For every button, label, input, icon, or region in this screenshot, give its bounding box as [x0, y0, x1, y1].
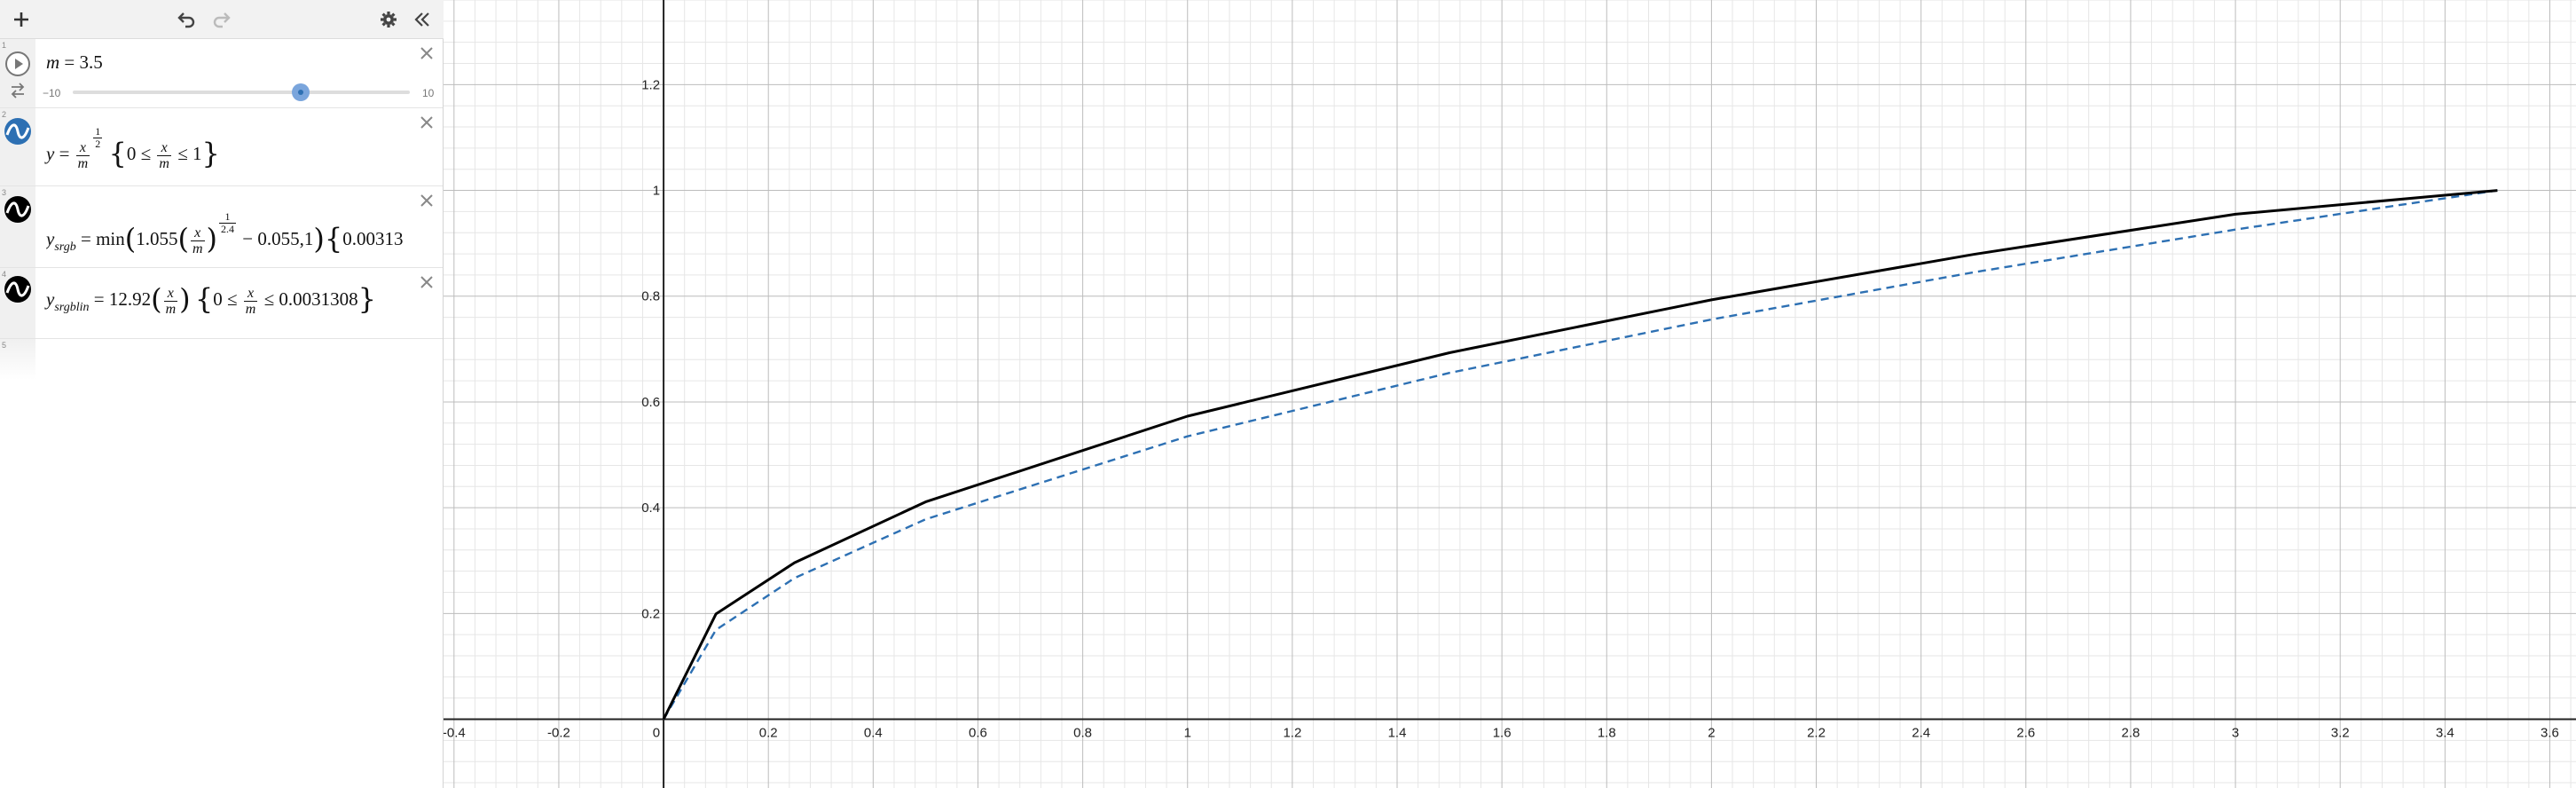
x-tick-label: 0.6 — [969, 726, 987, 741]
x-tick-label: 0.2 — [759, 726, 778, 741]
curve-series-2 — [662, 189, 2498, 721]
x-tick-label: -0.2 — [547, 726, 570, 741]
y-tick-label: 0.6 — [641, 395, 660, 410]
x-tick-label: 0.8 — [1073, 726, 1092, 741]
expression-item-5-empty[interactable]: 5 — [0, 339, 443, 380]
undo-icon[interactable] — [172, 5, 200, 34]
curve-series-1 — [663, 189, 2498, 721]
x-tick-label: -0.4 — [444, 726, 466, 741]
slider-track[interactable] — [73, 91, 410, 94]
expression-3-math[interactable]: ysrgb = min(1.055(x m) 1 2.4 − 0.055,1){0.0… — [46, 211, 404, 256]
minor-grid — [444, 0, 2576, 788]
graph-canvas[interactable]: -0.4 -0.2 0 0.2 0.4 0.6 0.8 1 1.2 1.4 1.6 1.8 2 2.2 2.… — [444, 0, 2576, 788]
variable-m: m — [46, 51, 60, 73]
y-tick-label: 0.2 — [641, 606, 660, 621]
gear-icon[interactable] — [374, 5, 403, 34]
x-tick-label: 0.4 — [864, 726, 883, 741]
x-tick-label: 2.8 — [2122, 726, 2140, 741]
close-icon[interactable] — [418, 44, 436, 62]
expression-item-3[interactable]: 3 ysrgb = min(1.055(x m) 1 2.4 − 0.055,1){0… — [0, 186, 443, 268]
y-tick-label: 1 — [653, 184, 660, 199]
close-icon[interactable] — [418, 273, 436, 291]
play-slider-icon[interactable] — [4, 50, 32, 78]
curves — [662, 189, 2498, 721]
x-tick-label: 0 — [653, 726, 660, 741]
x-tick-label: 3.6 — [2541, 726, 2559, 741]
x-tick-label: 1.2 — [1283, 726, 1301, 741]
expression-gutter: 4 — [0, 268, 35, 338]
x-tick-label: 3 — [2232, 726, 2239, 741]
close-icon[interactable] — [418, 192, 436, 209]
expression-index: 5 — [2, 341, 7, 350]
expression-list-panel: 1 m = 3.5 −10 10 2 — [0, 0, 444, 788]
y-tick-label: 0.4 — [641, 500, 660, 516]
equals-sign: = — [64, 51, 75, 73]
tick-labels: -0.4 -0.2 0 0.2 0.4 0.6 0.8 1 1.2 1.4 1.6 1.8 2 2.2 2.… — [444, 77, 2559, 740]
curve-style-icon-black[interactable] — [4, 275, 32, 303]
x-tick-label: 1.4 — [1388, 726, 1407, 741]
slider-value: 3.5 — [79, 51, 103, 73]
x-tick-label: 2.6 — [2016, 726, 2035, 741]
expression-toolbar — [0, 0, 444, 39]
curve-style-icon-blue[interactable] — [4, 117, 32, 146]
slider-min-label: −10 — [43, 87, 61, 99]
slider-max-label: 10 — [422, 87, 435, 99]
expression-index: 4 — [2, 270, 7, 279]
expression-index: 1 — [2, 41, 7, 50]
x-tick-label: 1.6 — [1493, 726, 1512, 741]
close-icon[interactable] — [418, 114, 436, 131]
axes — [444, 0, 2576, 788]
x-tick-label: 1.8 — [1598, 726, 1616, 741]
expression-item-1[interactable]: 1 m = 3.5 −10 10 — [0, 39, 443, 108]
x-tick-label: 3.2 — [2331, 726, 2350, 741]
expression-index: 2 — [2, 110, 7, 119]
curve-style-icon-black[interactable] — [4, 195, 32, 224]
loop-icon[interactable] — [4, 82, 32, 99]
redo-icon[interactable] — [208, 5, 236, 34]
double-chevron-left-icon[interactable] — [408, 5, 436, 34]
expression-gutter: 3 — [0, 186, 35, 267]
x-tick-label: 3.4 — [2436, 726, 2454, 741]
x-tick-label: 2.4 — [1912, 726, 1930, 741]
x-tick-label: 2 — [1708, 726, 1715, 741]
x-tick-label: 2.2 — [1807, 726, 1826, 741]
plus-icon[interactable] — [7, 5, 35, 34]
x-tick-label: 1 — [1184, 726, 1191, 741]
expression-gutter: 5 — [0, 339, 35, 380]
slider-thumb[interactable] — [291, 83, 310, 101]
expression-gutter: 1 — [0, 39, 35, 107]
expression-index: 3 — [2, 188, 7, 197]
expression-gutter: 2 — [0, 108, 35, 185]
y-tick-label: 1.2 — [641, 77, 660, 92]
slider-expression[interactable]: m = 3.5 — [46, 51, 103, 74]
y-tick-label: 0.8 — [641, 289, 660, 304]
